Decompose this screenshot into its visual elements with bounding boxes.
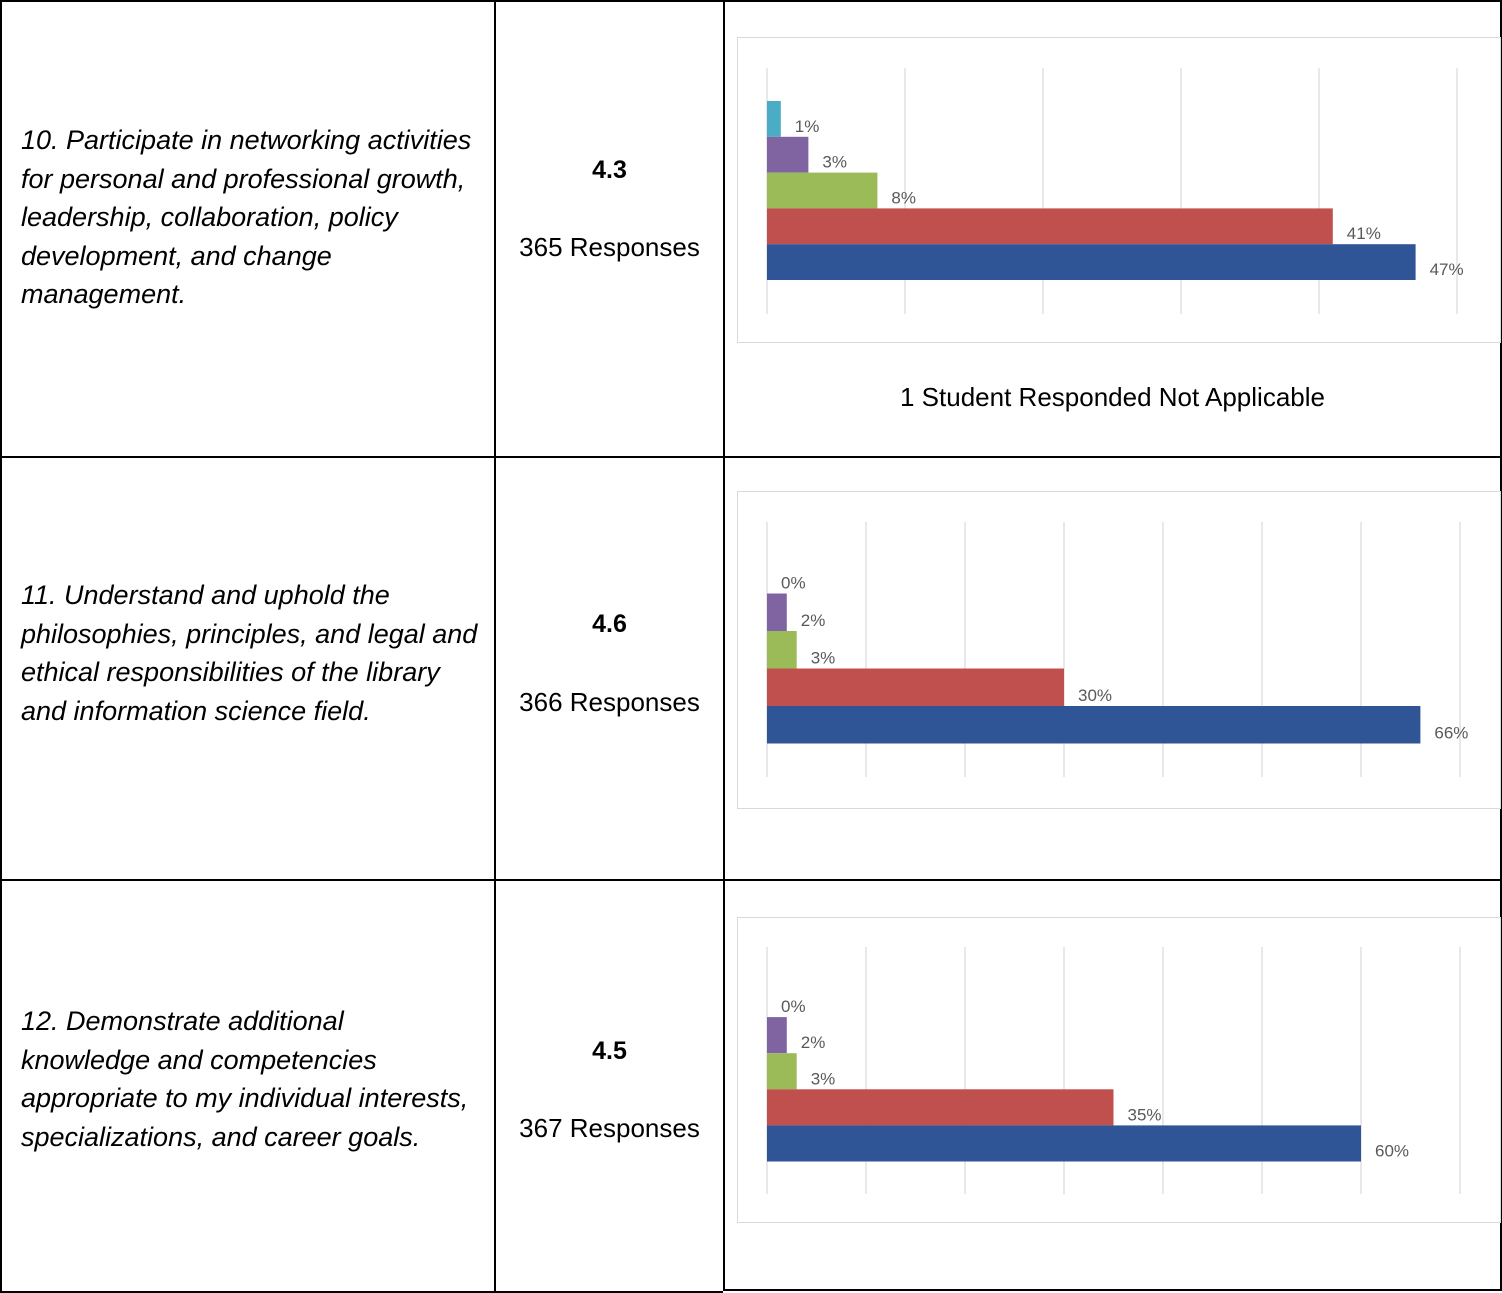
bar-blue [767, 706, 1421, 744]
bar-blue [767, 1125, 1361, 1162]
mean-score: 4.5 [592, 1037, 627, 1065]
bar-chart: 1% 3% 8% 41% 47% [737, 37, 1501, 343]
statement-text: 10. Participate in networking activities… [21, 125, 472, 309]
bar-green [767, 1053, 797, 1090]
data-label: 30% [1078, 686, 1112, 705]
data-label: 35% [1128, 1105, 1162, 1124]
bar-red [767, 1089, 1114, 1126]
statement-cell: 11. Understand and uphold the philosophi… [0, 456, 494, 879]
chart-cell: 0% 2% 3% 30% 66% [723, 456, 1502, 879]
data-label: 41% [1347, 224, 1381, 243]
bar-chart: 0% 2% 3% 35% 60% [737, 917, 1501, 1223]
data-label: 3% [811, 1069, 836, 1088]
data-label: 2% [801, 1033, 826, 1052]
response-count: 365 Responses [519, 232, 700, 262]
bar-chart-svg: 0% 2% 3% 30% 66% [766, 522, 1468, 777]
data-label: 3% [822, 153, 847, 172]
bar-chart-svg: 1%3% 8% 41% 47% [766, 68, 1464, 314]
data-label: 0% [781, 997, 806, 1016]
bar-red [767, 668, 1064, 706]
score-cell: 4.3 365 Responses [494, 0, 723, 456]
bar-purple [767, 1017, 787, 1054]
response-count: 366 Responses [519, 687, 700, 717]
response-count: 367 Responses [519, 1113, 700, 1143]
statement-cell: 12. Demonstrate additional knowledge and… [0, 879, 494, 1293]
bar-blue [767, 244, 1416, 280]
bar-chart-svg: 0% 2% 3% 35% 60% [766, 947, 1461, 1194]
bar-green [767, 631, 797, 669]
statement-text: 12. Demonstrate additional knowledge and… [21, 1006, 469, 1152]
chart-cell: 0% 2% 3% 35% 60% [723, 879, 1502, 1291]
bar-cyan [767, 101, 781, 137]
score-cell: 4.6 366 Responses [494, 456, 723, 879]
table-row: 12. Demonstrate additional knowledge and… [0, 879, 1502, 1293]
mean-score: 4.3 [592, 156, 627, 184]
mean-score: 4.6 [592, 610, 627, 638]
table-row: 11. Understand and uphold the philosophi… [0, 456, 1502, 879]
bar-purple [767, 593, 787, 631]
data-label: 47% [1430, 260, 1464, 279]
data-label: 3% [811, 649, 836, 668]
table-row: 10. Participate in networking activities… [0, 0, 1502, 456]
data-label: 1% [795, 117, 820, 136]
bar-red [767, 208, 1333, 245]
data-label: 66% [1434, 724, 1468, 743]
data-label: 60% [1375, 1142, 1409, 1161]
data-label: 0% [781, 574, 806, 593]
bar-purple [767, 136, 809, 173]
statement-text: 11. Understand and uphold the philosophi… [21, 580, 478, 726]
statement-cell: 10. Participate in networking activities… [0, 0, 494, 456]
not-applicable-note: 1 Student Responded Not Applicable [900, 382, 1325, 412]
data-label: 8% [891, 188, 916, 207]
data-label: 2% [801, 611, 826, 630]
chart-cell: 1% 3% 8% 41% 47% 1 Student Responded Not App… [723, 0, 1502, 456]
bar-green [767, 172, 878, 209]
bar-chart: 0% 2% 3% 30% 66% [737, 491, 1501, 809]
score-cell: 4.5 367 Responses [494, 879, 723, 1293]
